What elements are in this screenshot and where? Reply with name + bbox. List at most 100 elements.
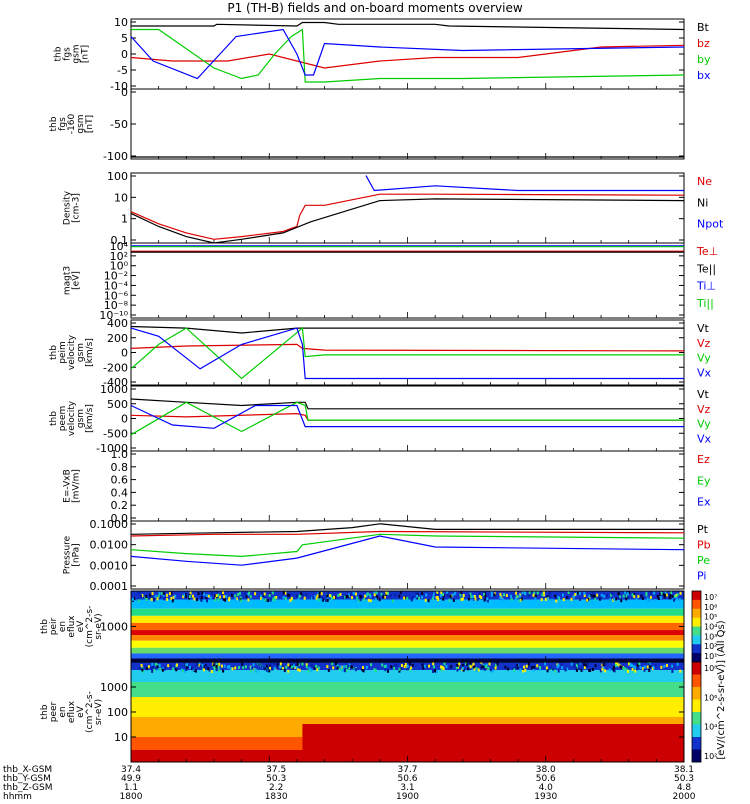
colorbar-label: [eV/(cm^2-s-sr-eV)] (All Qs) [716, 620, 727, 759]
spectrogram-noise [205, 594, 208, 598]
spectrogram-noise [330, 596, 333, 600]
spectrogram-noise [354, 592, 357, 596]
panel-frame [130, 450, 685, 522]
spectrogram-noise [515, 595, 518, 599]
spectrogram-noise [335, 662, 338, 666]
spectrogram-noise [231, 667, 234, 671]
spectrogram-noise [287, 593, 290, 597]
spectrogram-noise [663, 664, 666, 668]
spectrogram-noise [218, 595, 221, 599]
spectrogram-noise [620, 599, 623, 603]
spectrogram-noise [639, 666, 642, 670]
series-by-line [131, 28, 685, 83]
spectrogram-noise [158, 595, 161, 599]
spectrogram-noise [133, 597, 136, 601]
spectrogram-noise [588, 594, 591, 598]
spectrogram-noise [623, 667, 626, 671]
y-tick-label: 1000 [100, 383, 128, 396]
spectrogram-noise [556, 665, 559, 669]
spectrogram-noise [383, 595, 386, 599]
spectrogram-noise [325, 598, 328, 602]
spectrogram-noise [184, 662, 187, 666]
spectrogram-noise [322, 598, 325, 602]
y-tick-label: -50 [110, 118, 128, 131]
spectrogram-noise [519, 598, 522, 602]
spectrogram-noise [205, 599, 208, 603]
spectrogram-noise [185, 667, 188, 671]
colorbar-segment [692, 608, 701, 619]
y-tick-label: 0.1000 [90, 518, 129, 531]
colorbar-tick-label: 10⁷ [704, 593, 717, 602]
spectrogram-band [131, 622, 684, 631]
spectrogram-noise [578, 662, 581, 666]
spectrogram-noise [162, 591, 165, 595]
spectrogram-noise [646, 597, 649, 601]
spectrogram-noise [436, 591, 439, 595]
colorbar-segment [692, 644, 701, 654]
spectrogram-noise [482, 663, 485, 667]
spectrogram-noise [625, 597, 628, 601]
spectrogram-noise [679, 591, 682, 595]
spectrogram-noise [394, 664, 397, 668]
spectrogram-noise [474, 597, 477, 601]
spectrogram-noise [362, 669, 365, 673]
spectrogram-noise [424, 664, 427, 668]
spectrogram-noise [356, 596, 359, 600]
spectrogram-noise [448, 666, 451, 670]
spectrogram-noise [167, 664, 170, 668]
spectrogram-noise [375, 591, 378, 595]
spectrogram-noise [406, 667, 409, 671]
spectrogram-noise [448, 598, 451, 602]
spectrogram-noise [327, 668, 330, 672]
spectrogram-noise [345, 595, 348, 599]
spectrogram-noise [546, 669, 549, 673]
panel-2 [130, 88, 685, 160]
spectrogram-noise [260, 596, 263, 600]
spectrogram-noise [668, 596, 671, 600]
spectrogram-noise [657, 596, 660, 600]
spectrogram-noise [326, 598, 329, 602]
spectrogram-noise [238, 591, 241, 595]
y-tick-label: 0.0 [111, 512, 129, 525]
spectrogram-noise [484, 665, 487, 669]
spectrogram-noise [334, 595, 337, 599]
spectrogram-noise [635, 598, 638, 602]
spectrogram-noise [339, 592, 342, 596]
spectrogram-noise [294, 666, 297, 670]
spectrogram-noise [501, 598, 504, 602]
spectrogram-noise [664, 591, 667, 595]
spectrogram-noise [553, 669, 556, 673]
spectrogram-noise [200, 598, 203, 602]
y-axis-label: thb [49, 116, 59, 131]
spectrogram-noise [518, 594, 521, 598]
spectrogram-noise [471, 595, 474, 599]
spectrogram-noise [203, 668, 206, 672]
spectrogram-noise [212, 663, 215, 667]
spectrogram-noise [244, 592, 247, 596]
spectrogram-noise [470, 595, 473, 599]
spectrogram-noise [222, 669, 225, 673]
colorbar-segment [692, 737, 701, 750]
spectrogram-noise [527, 593, 530, 597]
spectrogram-noise [654, 664, 657, 668]
ephemeris-label: thb_Z-GSM [3, 783, 52, 793]
spectrogram-noise [561, 666, 564, 670]
spectrogram-noise [268, 666, 271, 670]
spectrogram-noise [205, 595, 208, 599]
spectrogram-noise [483, 592, 486, 596]
spectrogram-noise [533, 591, 536, 595]
spectrogram-noise [152, 665, 155, 669]
y-axis-label: -160 [67, 114, 77, 135]
colorbar-segment [692, 712, 701, 725]
spectrogram-noise [518, 599, 521, 603]
spectrogram-noise [161, 668, 164, 672]
spectrogram-noise [645, 591, 648, 595]
colorbar-segment [692, 599, 701, 610]
spectrogram-noise [589, 668, 592, 672]
spectrogram-noise [499, 592, 502, 596]
spectrogram-noise [342, 665, 345, 669]
spectrogram-noise [494, 666, 497, 670]
spectrogram-noise [238, 666, 241, 670]
y-tick-label: -500 [103, 427, 128, 440]
spectrogram-noise [284, 591, 287, 595]
